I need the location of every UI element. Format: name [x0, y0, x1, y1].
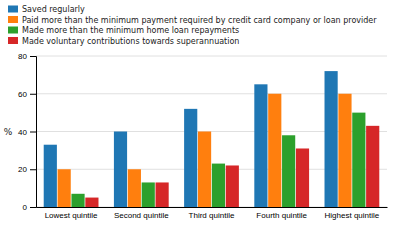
legend-item: Paid more than the minimum payment requi…	[8, 16, 377, 25]
tick: 80	[18, 52, 36, 61]
legend-label: Made more than the minimum home loan rep…	[22, 26, 239, 35]
series	[85, 126, 379, 207]
bar	[325, 71, 338, 207]
legend-swatch	[8, 16, 18, 23]
legend-item: Made voluntary contributions towards sup…	[8, 37, 239, 46]
grid-line	[36, 56, 387, 57]
bar	[198, 132, 211, 208]
bar	[212, 164, 225, 207]
tick-label: 40	[18, 128, 27, 137]
y-axis-title: %	[4, 127, 13, 137]
legend-swatch	[8, 27, 18, 34]
tick-mark	[30, 56, 36, 57]
chart: Saved regularly Paid more than the minimu…	[0, 0, 397, 227]
bars	[44, 71, 380, 207]
bar	[85, 198, 98, 207]
tick-label: Highest quintile	[325, 211, 380, 220]
tick: 60	[18, 90, 36, 99]
tick: 0	[23, 203, 36, 212]
bar	[338, 94, 351, 207]
series	[58, 94, 352, 207]
bar	[226, 165, 239, 207]
legend-label: Saved regularly	[22, 5, 85, 14]
legend-item: Made more than the minimum home loan rep…	[8, 26, 239, 35]
legend-label: Paid more than the minimum payment requi…	[22, 16, 377, 25]
tick-mark	[30, 169, 36, 170]
tick: Lowest quintile	[45, 207, 98, 220]
tick-label: Fourth quintile	[256, 211, 307, 220]
x-axis: Lowest quintile Second quintile Third quin…	[37, 207, 388, 220]
tick-label: Lowest quintile	[45, 211, 98, 220]
tick-mark	[30, 94, 36, 95]
y-axis: 0 20 40 60 80	[18, 52, 36, 212]
bar	[58, 169, 71, 207]
tick-mark	[30, 132, 36, 133]
plot: 0 20 40 60 80 Lowest quintile Second quintile T…	[18, 52, 387, 220]
tick-label: 0	[23, 203, 28, 212]
tick: Highest quintile	[325, 207, 380, 220]
series	[71, 113, 365, 207]
axis-line	[30, 57, 37, 208]
tick-label: 60	[18, 90, 27, 99]
tick-mark	[30, 207, 36, 208]
bar	[282, 135, 295, 207]
legend: Saved regularly Paid more than the minimu…	[8, 5, 377, 46]
tick-label: 20	[18, 165, 27, 174]
legend-swatch	[8, 6, 18, 13]
bar	[44, 145, 57, 207]
bar	[296, 148, 309, 207]
tick-label: Third quintile	[189, 211, 235, 220]
legend-item: Saved regularly	[8, 5, 85, 14]
bar	[128, 169, 141, 207]
bar	[114, 132, 127, 208]
axis-line	[37, 207, 388, 208]
bar	[71, 194, 84, 207]
bar	[156, 182, 169, 207]
tick-label: Second quintile	[114, 211, 169, 220]
grid	[36, 56, 387, 207]
tick-label: 80	[18, 52, 27, 61]
bar	[366, 126, 379, 207]
bar	[184, 109, 197, 207]
bar	[268, 94, 281, 207]
legend-label: Made voluntary contributions towards sup…	[22, 37, 239, 46]
bar	[254, 84, 267, 207]
series	[44, 71, 338, 207]
tick: 20	[18, 165, 36, 174]
bar	[352, 113, 365, 207]
tick: Fourth quintile	[256, 207, 307, 220]
bar	[142, 182, 155, 207]
tick: Third quintile	[189, 207, 235, 220]
tick: Second quintile	[114, 207, 169, 220]
legend-swatch	[8, 37, 18, 44]
tick: 40	[18, 128, 36, 137]
